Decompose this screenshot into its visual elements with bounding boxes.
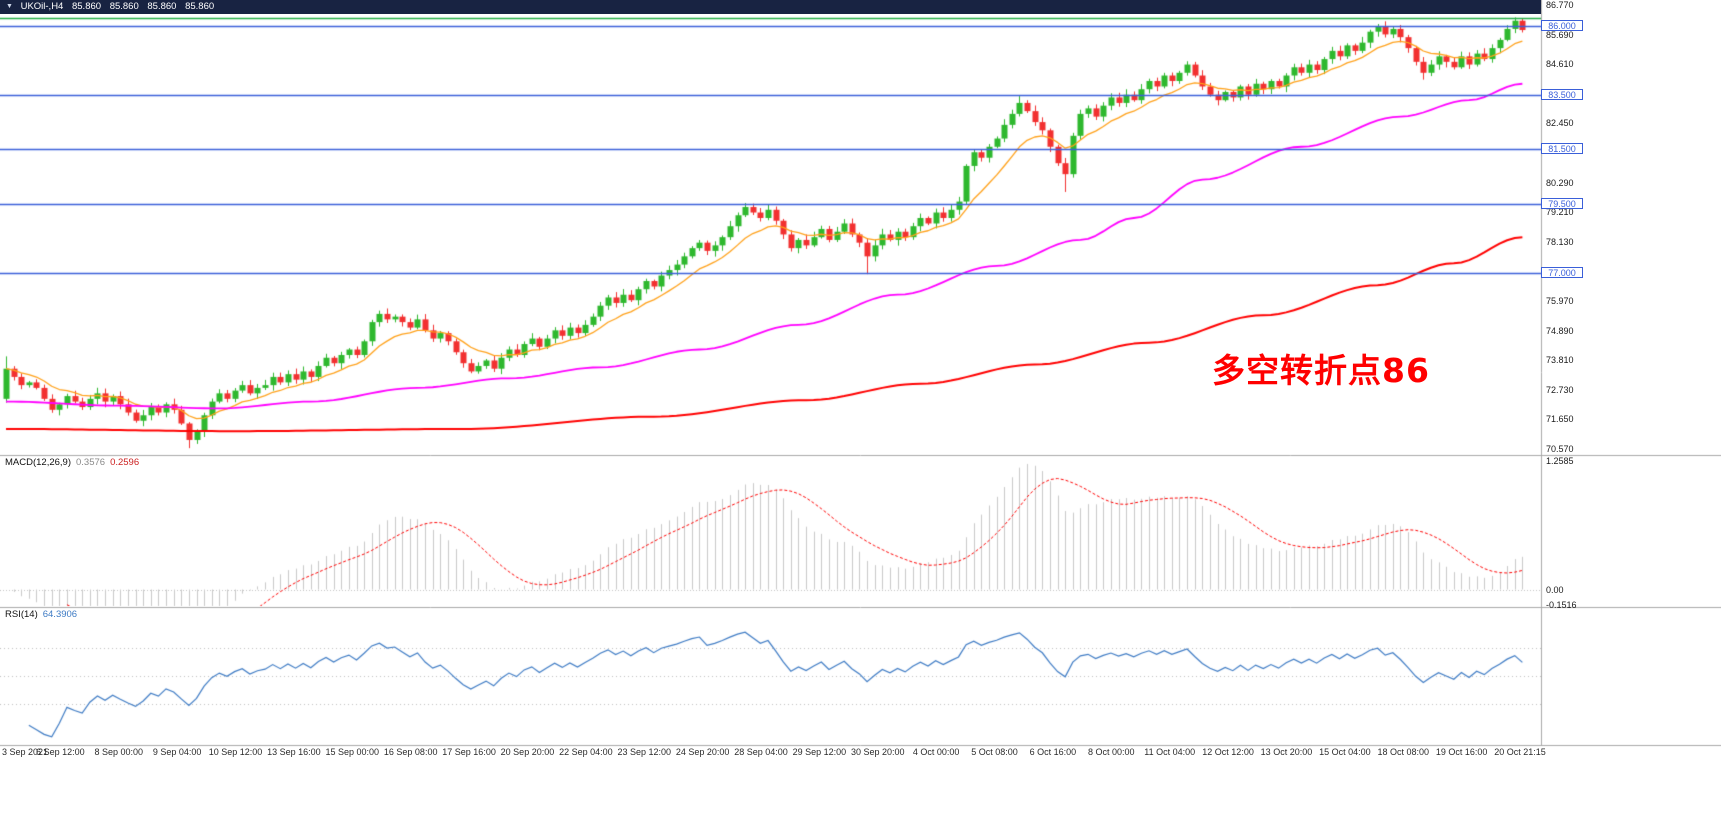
price-line-tag: 81.500 [1541, 143, 1583, 155]
macd-signal-value: 0.2596 [110, 457, 140, 468]
time-axis-label: 13 Sep 16:00 [267, 747, 321, 757]
price-axis-label: 85.690 [1546, 29, 1574, 40]
price-axis-label: 70.570 [1546, 443, 1574, 454]
time-axis-label: 18 Oct 08:00 [1377, 747, 1429, 757]
time-axis-label: 24 Sep 20:00 [675, 747, 730, 757]
time-axis-label: 23 Sep 12:00 [617, 747, 671, 757]
macd-main-value: 0.3576 [76, 457, 106, 468]
ohlc-low: 85.860 [147, 1, 177, 12]
macd-axis-label: 1.2585 [1546, 456, 1574, 466]
time-axis-label: 30 Sep 20:00 [850, 747, 905, 757]
rsi-value: 64.3906 [42, 609, 78, 620]
time-axis-label: 6 Sep 12:00 [36, 747, 85, 757]
time-axis-label: 19 Oct 16:00 [1435, 747, 1488, 757]
price-axis-label: 73.810 [1546, 355, 1574, 366]
price-axis-label: 79.210 [1546, 207, 1574, 218]
ohlc-high: 85.860 [109, 1, 139, 12]
symbol-timeframe-label: UKOil-,H4 [20, 1, 64, 12]
time-axis-label: 15 Sep 00:00 [325, 747, 380, 757]
macd-name: MACD(12,26,9) [5, 457, 71, 468]
price-line-tag: 77.000 [1541, 266, 1583, 278]
ohlc-close: 85.860 [185, 1, 215, 12]
price-axis-label: 71.650 [1546, 414, 1574, 425]
rsi-name: RSI(14) [5, 609, 38, 620]
time-axis-label: 6 Oct 16:00 [1029, 747, 1077, 757]
time-axis-label: 13 Oct 20:00 [1260, 747, 1313, 757]
price-axis-label: 78.130 [1546, 236, 1574, 247]
time-axis-label: 28 Sep 04:00 [734, 747, 788, 757]
time-axis-label: 20 Oct 21:15 [1494, 747, 1546, 757]
time-axis-label: 16 Sep 08:00 [383, 747, 438, 757]
price-axis-label: 84.610 [1546, 59, 1574, 70]
time-axis-label: 17 Sep 16:00 [442, 747, 496, 757]
dropdown-icon[interactable]: ▼ [6, 3, 13, 10]
time-axis-label: 5 Oct 08:00 [971, 747, 1018, 757]
ohlc-open: 85.860 [71, 1, 102, 12]
rsi-indicator-label: RSI(14) 64.3906 [5, 609, 77, 620]
time-axis-label: 22 Sep 04:00 [559, 747, 613, 757]
chart-titlebar: ▼ UKOil-,H4 85.860 85.860 85.860 85.860 [0, 0, 1541, 14]
time-axis-label: 8 Oct 00:00 [1088, 747, 1135, 757]
price-axis-label: 82.450 [1546, 118, 1574, 129]
macd-axis-label: -0.1516 [1546, 600, 1577, 610]
price-axis[interactable]: 86.770 85.690 84.610 82.450 80.290 79.210 78.1… [1541, 0, 1721, 746]
price-axis-label: 86.770 [1546, 0, 1574, 11]
price-axis-label: 80.290 [1546, 177, 1574, 188]
time-axis-label: 15 Oct 04:00 [1319, 747, 1371, 757]
time-axis-label: 4 Oct 00:00 [912, 747, 960, 757]
time-axis-label: 9 Sep 04:00 [152, 747, 202, 757]
price-line-tag: 79.500 [1541, 198, 1583, 210]
time-axis-label: 3 Sep 2021 [2, 747, 49, 757]
time-axis-label: 29 Sep 12:00 [792, 747, 847, 757]
trend-annotation: 多空转折点86 [1212, 351, 1430, 390]
time-axis-label: 10 Sep 12:00 [208, 747, 263, 757]
macd-axis-label: 0.00 [1546, 584, 1564, 595]
time-axis-label: 8 Sep 00:00 [94, 747, 144, 757]
price-axis-label: 74.890 [1546, 325, 1574, 336]
time-axis[interactable]: 3 Sep 2021 6 Sep 12:00 8 Sep 00:00 9 Sep 04… [0, 747, 1721, 760]
time-axis-label: 11 Oct 04:00 [1144, 747, 1196, 757]
price-line-tag: 83.500 [1541, 88, 1583, 100]
price-line-tag: 86.000 [1541, 20, 1583, 32]
macd-indicator-label: MACD(12,26,9) 0.3576 0.2596 [5, 457, 139, 468]
price-axis-label: 72.730 [1546, 384, 1574, 395]
time-axis-label: 20 Sep 20:00 [500, 747, 555, 757]
price-axis-label: 75.970 [1546, 296, 1574, 307]
time-axis-label: 12 Oct 12:00 [1202, 747, 1254, 757]
